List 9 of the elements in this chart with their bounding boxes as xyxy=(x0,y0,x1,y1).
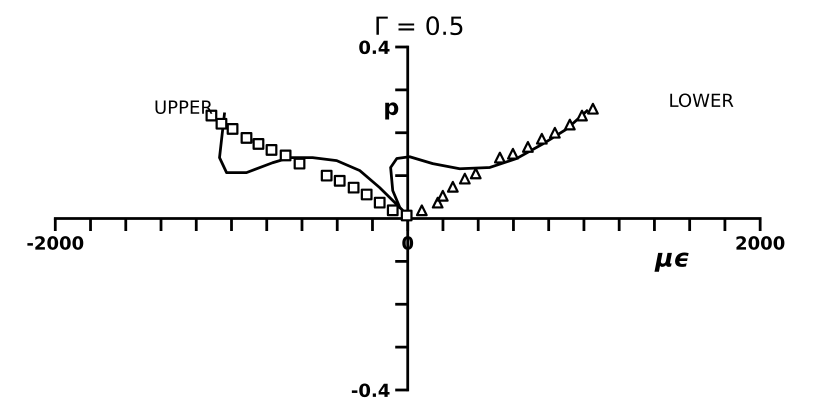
annotation: UPPER xyxy=(156,100,212,114)
x-tick-label: -2000 xyxy=(27,236,84,250)
y-axis-title: p xyxy=(385,102,398,120)
x-axis-title: µϵ xyxy=(654,252,689,272)
chart-title: Γ = 0.5 xyxy=(376,16,462,36)
y-tick-label: 0.4 xyxy=(359,40,390,54)
x-tick-label: 2000 xyxy=(736,236,784,250)
annotation: LOWER xyxy=(670,93,734,108)
y-tick-label: -0.4 xyxy=(352,383,390,398)
